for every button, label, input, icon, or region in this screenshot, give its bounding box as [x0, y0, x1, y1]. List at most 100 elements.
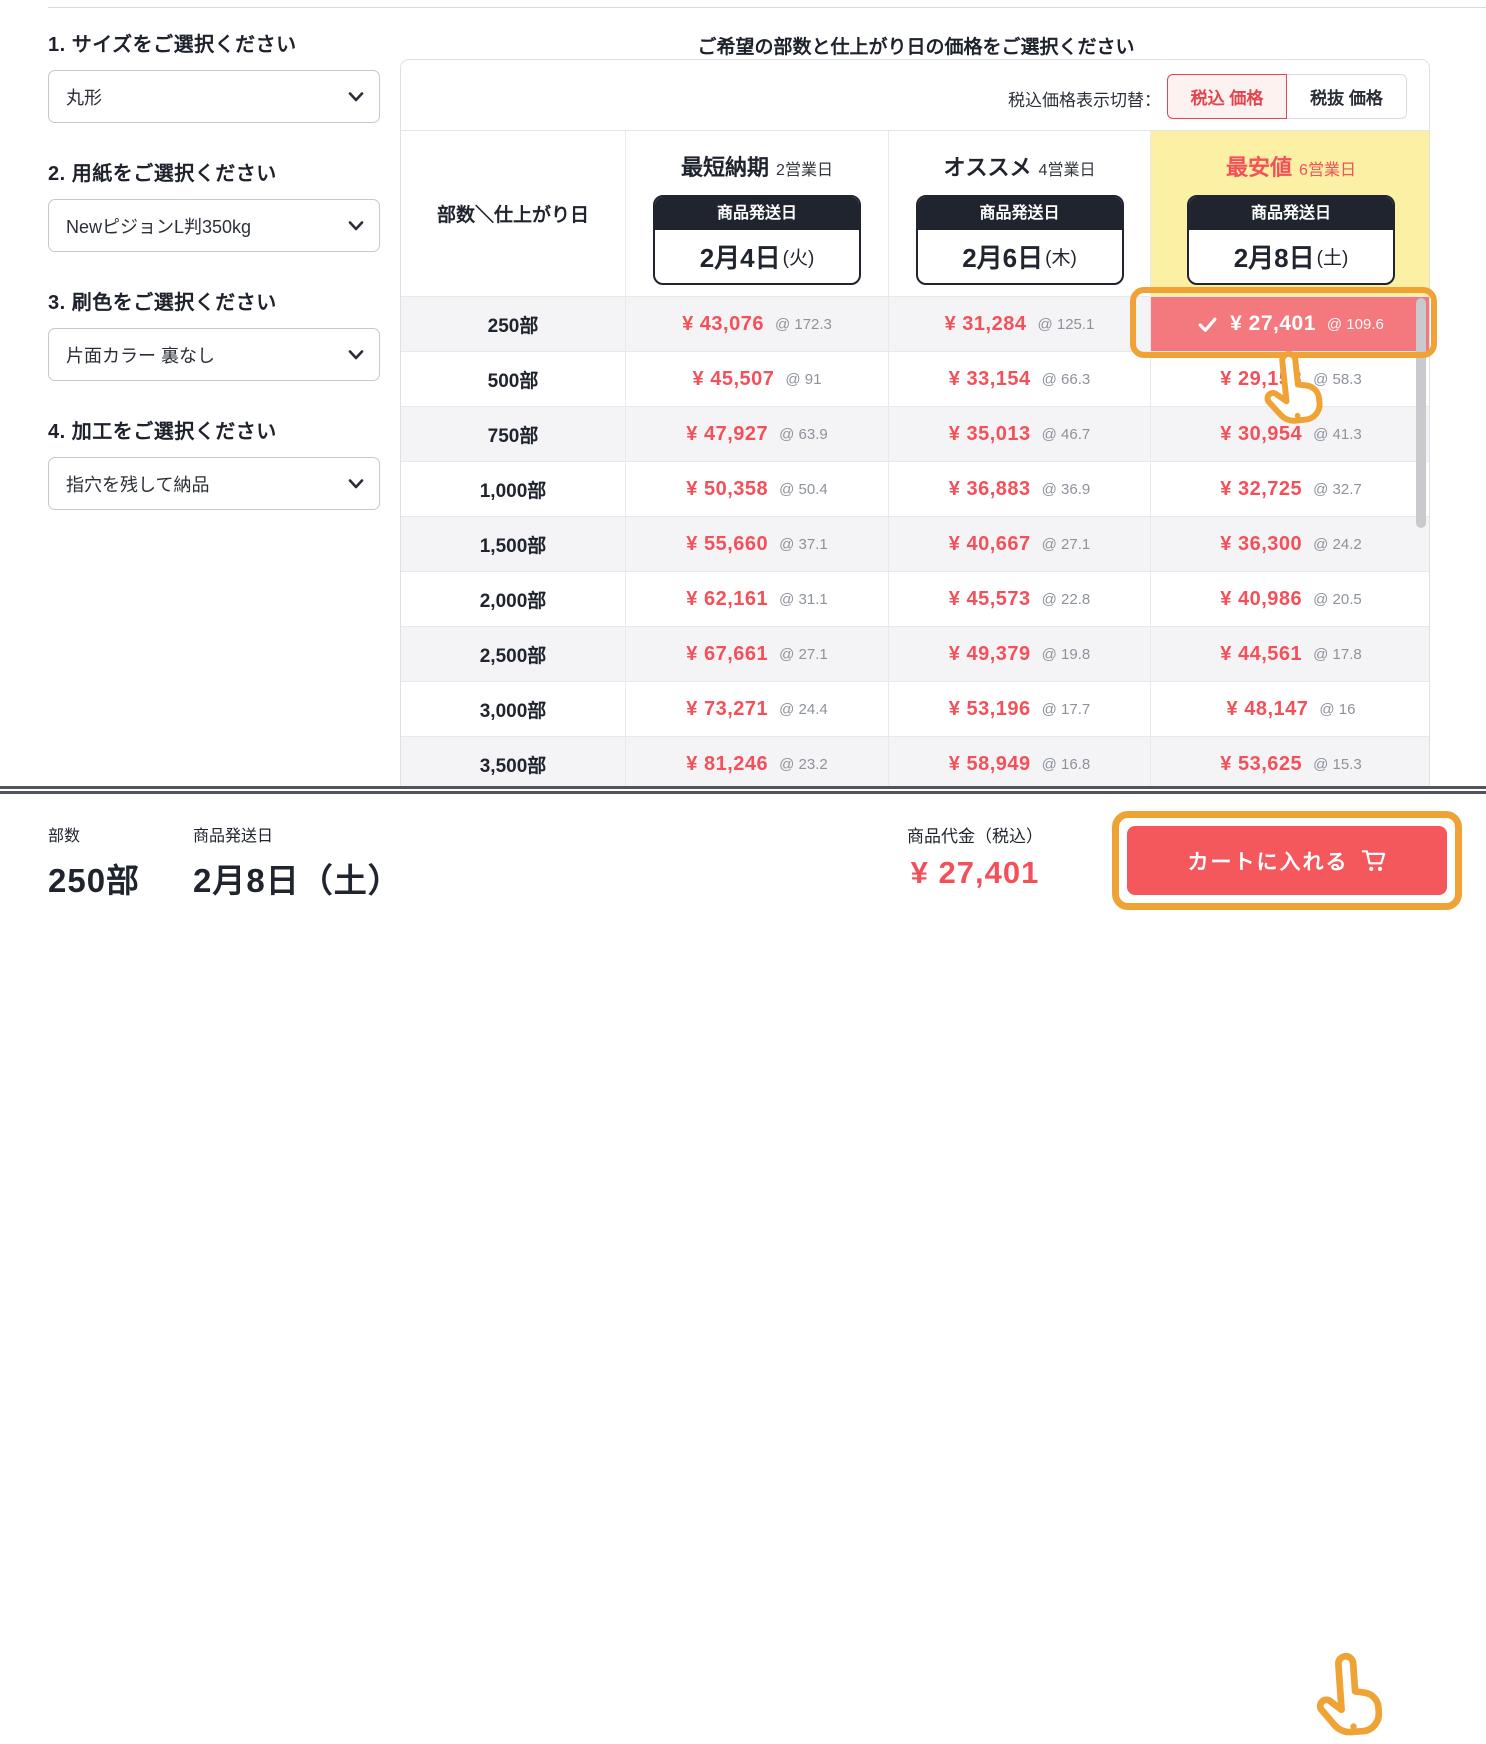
price-cell-lowest[interactable]: ¥ 29,153 @ 58.3 — [1151, 352, 1429, 406]
table-row: 250部 ¥ 43,076 @ 172.3 ¥ 31,284 @ 125.1 ¥… — [401, 296, 1429, 351]
column-badge: 最短納期 — [681, 155, 770, 180]
processing-section: 4. 加工をご選択ください 指穴を残して納品 — [48, 415, 380, 510]
price-cell-recommended[interactable]: ¥ 40,667 @ 27.1 — [889, 517, 1151, 571]
unit-price: @ 41.3 — [1313, 425, 1362, 443]
price-cell-recommended[interactable]: ¥ 53,196 @ 17.7 — [889, 682, 1151, 736]
price-cell-recommended[interactable]: ¥ 49,379 @ 19.8 — [889, 627, 1151, 681]
unit-price: @ 17.7 — [1041, 700, 1091, 718]
unit-price: @ 91 — [785, 370, 822, 388]
quantity-cell: 750部 — [401, 407, 626, 461]
unit-price: @ 172.3 — [774, 315, 832, 333]
price-value: ¥ 36,300 — [1220, 532, 1303, 555]
tax-excluded-button[interactable]: 税抜 価格 — [1287, 74, 1407, 119]
unit-price: @ 66.3 — [1041, 370, 1091, 388]
price-cell-fastest[interactable]: ¥ 43,076 @ 172.3 — [626, 297, 889, 351]
price-cell-fastest[interactable]: ¥ 73,271 @ 24.4 — [626, 682, 889, 736]
table-body: 250部 ¥ 43,076 @ 172.3 ¥ 31,284 @ 125.1 ¥… — [401, 296, 1429, 787]
unit-price: @ 58.3 — [1313, 370, 1362, 388]
price-cell-recommended[interactable]: ¥ 31,284 @ 125.1 — [889, 297, 1151, 351]
summary-quantity: 部数 250部 — [48, 822, 140, 902]
price-cell-recommended[interactable]: ¥ 35,013 @ 46.7 — [889, 407, 1151, 461]
price-value: ¥ 44,561 — [1220, 642, 1303, 665]
price-value: ¥ 43,076 — [682, 312, 764, 335]
column-days: 6営業日 — [1299, 162, 1356, 179]
price-cell-recommended[interactable]: ¥ 58,949 @ 16.8 — [889, 737, 1151, 787]
processing-section-title: 4. 加工をご選択ください — [48, 421, 277, 443]
price-cell-recommended[interactable]: ¥ 36,883 @ 36.9 — [889, 462, 1151, 516]
unit-price: @ 20.5 — [1313, 590, 1362, 608]
price-value: ¥ 29,153 — [1220, 367, 1303, 390]
paper-select[interactable]: NewピジョンL判350kg — [48, 199, 380, 252]
summary-total: 商品代金（税込） ¥ 27,401 — [880, 822, 1070, 891]
column-days: 2営業日 — [776, 162, 833, 179]
color-section: 3. 刷色をご選択ください 片面カラー 裏なし — [48, 286, 380, 381]
quantity-cell: 2,000部 — [401, 572, 626, 626]
price-value: ¥ 53,196 — [948, 697, 1031, 720]
price-value: ¥ 73,271 — [686, 697, 769, 720]
add-to-cart-label: カートに入れる — [1187, 850, 1349, 874]
column-badge: 最安値 — [1226, 155, 1293, 180]
summary-ship-date-label: 商品発送日 — [193, 828, 274, 845]
ship-date-card: 商品発送日 2月8日 (土) — [1187, 195, 1395, 285]
price-value: ¥ 47,927 — [686, 422, 769, 445]
price-cell-recommended[interactable]: ¥ 45,573 @ 22.8 — [889, 572, 1151, 626]
quantity-cell: 500部 — [401, 352, 626, 406]
print-color-select[interactable]: 片面カラー 裏なし — [48, 328, 380, 381]
options-sidebar: 1. サイズをご選択ください 丸形 2. 用紙をご選択ください NewピジョンL… — [48, 28, 380, 544]
summary-quantity-value: 250部 — [48, 862, 141, 899]
price-value: ¥ 30,954 — [1220, 422, 1303, 445]
processing-select-value: 指穴を残して納品 — [66, 474, 210, 495]
print-color-select-value: 片面カラー 裏なし — [66, 345, 216, 366]
price-cell-fastest[interactable]: ¥ 55,660 @ 37.1 — [626, 517, 889, 571]
price-value: ¥ 49,379 — [948, 642, 1031, 665]
unit-price: @ 32.7 — [1313, 480, 1362, 498]
quantity-cell: 1,000部 — [401, 462, 626, 516]
table-row: 1,500部 ¥ 55,660 @ 37.1 ¥ 40,667 @ 27.1 ¥… — [401, 516, 1429, 571]
summary-ship-date: 商品発送日 2月8日（土） — [193, 822, 402, 902]
unit-price: @ 37.1 — [779, 535, 828, 553]
chevron-down-icon — [348, 349, 364, 359]
unit-price: @ 46.7 — [1041, 425, 1091, 443]
table-row: 750部 ¥ 47,927 @ 63.9 ¥ 35,013 @ 46.7 ¥ 3… — [401, 406, 1429, 461]
pointing-hand-icon — [1316, 1652, 1383, 1736]
price-cell-fastest[interactable]: ¥ 50,358 @ 50.4 — [626, 462, 889, 516]
column-header-recommended: オススメ 4営業日 商品発送日 2月6日 (木) — [889, 131, 1151, 296]
ship-date-card: 商品発送日 2月6日 (木) — [915, 195, 1124, 285]
price-value: ¥ 55,660 — [686, 532, 769, 555]
price-table: 税込価格表示切替： 税込 価格 税抜 価格 部数＼仕上がり日 最短納期 2営業日… — [400, 59, 1430, 788]
price-cell-fastest[interactable]: ¥ 62,161 @ 31.1 — [626, 572, 889, 626]
price-cell-lowest[interactable]: ¥ 44,561 @ 17.8 — [1151, 627, 1429, 681]
price-cell-lowest[interactable]: ¥ 27,401 @ 109.6 — [1151, 297, 1429, 351]
price-cell-fastest[interactable]: ¥ 45,507 @ 91 — [626, 352, 889, 406]
unit-price: @ 27.1 — [779, 645, 828, 663]
processing-select[interactable]: 指穴を残して納品 — [48, 457, 380, 510]
unit-price: @ 24.4 — [779, 700, 828, 718]
unit-price: @ 16 — [1319, 700, 1356, 718]
unit-price: @ 15.3 — [1313, 755, 1362, 773]
price-cell-fastest[interactable]: ¥ 47,927 @ 63.9 — [626, 407, 889, 461]
price-cell-lowest[interactable]: ¥ 53,625 @ 15.3 — [1151, 737, 1429, 787]
table-scrollbar-thumb[interactable] — [1416, 298, 1426, 528]
price-cell-lowest[interactable]: ¥ 40,986 @ 20.5 — [1151, 572, 1429, 626]
price-cell-recommended[interactable]: ¥ 33,154 @ 66.3 — [889, 352, 1151, 406]
tax-included-button[interactable]: 税込 価格 — [1167, 74, 1287, 119]
page-title: ご希望の部数と仕上がり日の価格をご選択ください — [697, 37, 1135, 58]
column-header-fastest: 最短納期 2営業日 商品発送日 2月4日 (火) — [626, 131, 889, 296]
price-cell-lowest[interactable]: ¥ 30,954 @ 41.3 — [1151, 407, 1429, 461]
add-to-cart-button[interactable]: カートに入れる — [1127, 826, 1447, 895]
column-badge: オススメ — [943, 155, 1032, 180]
price-cell-lowest[interactable]: ¥ 36,300 @ 24.2 — [1151, 517, 1429, 571]
top-divider — [48, 7, 1486, 8]
price-value: ¥ 48,147 — [1226, 697, 1309, 720]
summary-total-label: 商品代金（税込） — [907, 827, 1043, 846]
summary-quantity-label: 部数 — [48, 828, 81, 845]
ship-date-card: 商品発送日 2月4日 (火) — [653, 195, 861, 285]
price-cell-lowest[interactable]: ¥ 48,147 @ 16 — [1151, 682, 1429, 736]
size-select[interactable]: 丸形 — [48, 70, 380, 123]
price-cell-fastest[interactable]: ¥ 81,246 @ 23.2 — [626, 737, 889, 787]
price-cell-fastest[interactable]: ¥ 67,661 @ 27.1 — [626, 627, 889, 681]
price-cell-lowest[interactable]: ¥ 32,725 @ 32.7 — [1151, 462, 1429, 516]
quantity-cell: 3,500部 — [401, 737, 626, 787]
unit-price: @ 19.8 — [1041, 645, 1091, 663]
check-icon — [1198, 317, 1217, 332]
